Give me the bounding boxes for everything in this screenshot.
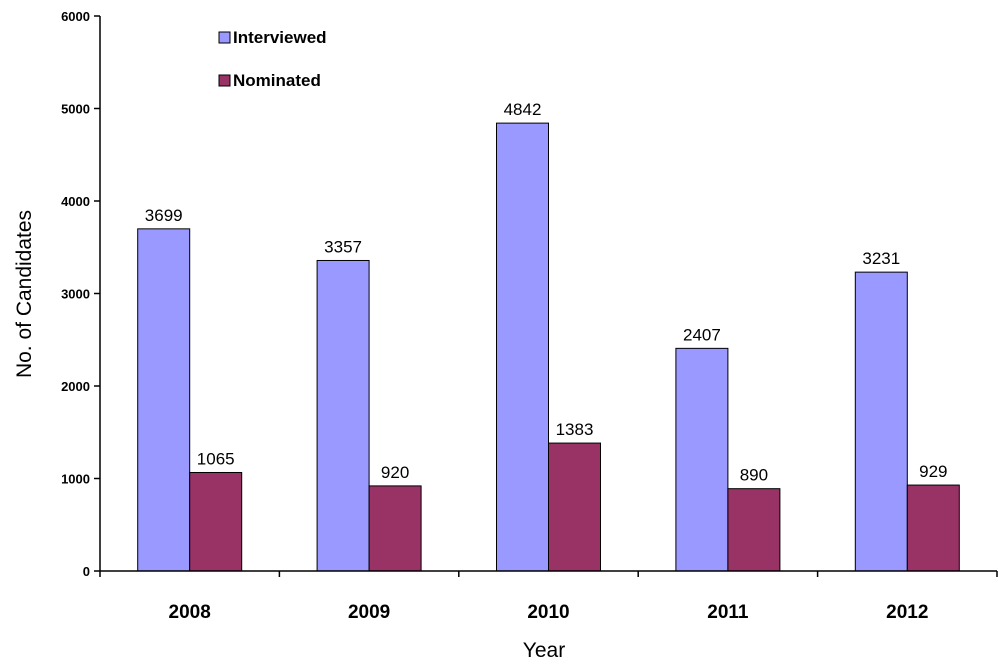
data-label: 2407 (683, 325, 721, 344)
bar-interviewed-2012 (854, 271, 908, 572)
legend-label: Interviewed (233, 28, 327, 47)
bar-nominated-2009 (368, 485, 422, 572)
y-tick-label: 0 (83, 564, 90, 579)
bar-nominated-2010 (548, 442, 601, 572)
bar-interviewed-2009 (316, 259, 370, 572)
y-tick-label: 1000 (61, 472, 90, 487)
bar-interviewed-2008 (137, 228, 191, 572)
x-tick-label: 2009 (348, 602, 390, 623)
data-label: 929 (919, 462, 947, 481)
bar-nominated-2012 (906, 484, 960, 572)
legend: Interviewed Nominated (218, 28, 327, 90)
legend-swatch (218, 74, 231, 87)
bar-interviewed-2010 (496, 122, 549, 572)
x-axis-title: Year (523, 639, 565, 662)
y-tick-label: 3000 (61, 287, 90, 302)
x-tick-label: 2010 (527, 602, 569, 623)
bar-nominated-2011 (727, 488, 781, 572)
x-tick-label: 2008 (169, 602, 211, 623)
y-tick-label: 4000 (61, 194, 90, 209)
y-tick-label: 5000 (61, 102, 90, 117)
data-label: 4842 (504, 100, 542, 119)
data-label: 3357 (324, 237, 362, 256)
bars-group (137, 122, 960, 572)
x-tick-label: 2011 (707, 602, 749, 623)
bar-nominated-2008 (189, 471, 243, 572)
data-label: 3231 (862, 249, 900, 268)
data-label: 3699 (145, 206, 183, 225)
bar-interviewed-2011 (675, 347, 729, 572)
legend-label: Nominated (233, 71, 321, 90)
x-tick-label: 2012 (886, 602, 928, 623)
axes-group: 0 1000 2000 3000 4000 5000 6000 2008 2009 2010 201… (61, 9, 998, 623)
y-tick-label: 2000 (61, 379, 90, 394)
data-labels-group: 3699 1065 3357 920 4842 1383 2407 890 3231 929 (145, 100, 948, 485)
y-tick-label: 6000 (61, 9, 90, 24)
legend-swatch (218, 31, 231, 44)
data-label: 920 (381, 463, 409, 482)
y-axis-title: No. of Candidates (13, 210, 36, 378)
data-label: 1383 (556, 420, 594, 439)
data-label: 890 (740, 466, 768, 485)
data-label: 1065 (197, 449, 235, 468)
